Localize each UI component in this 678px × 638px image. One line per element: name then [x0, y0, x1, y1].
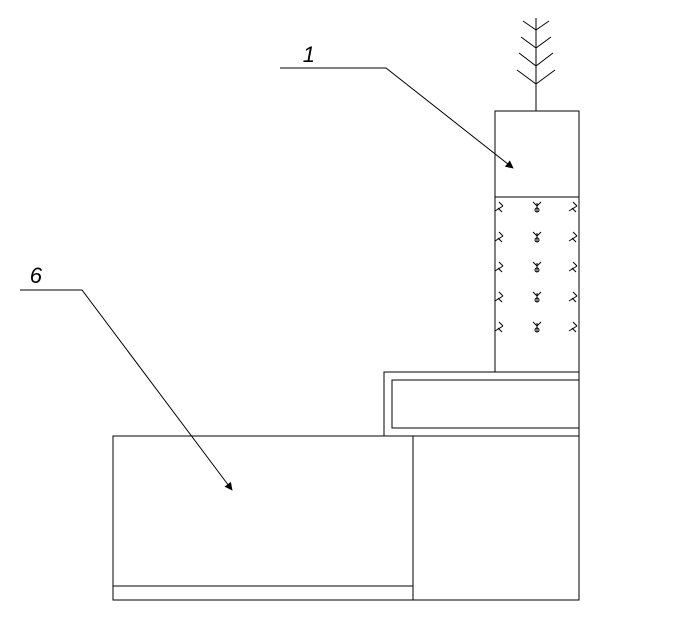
sprout-icon: [569, 292, 577, 302]
sprout-icon: [495, 262, 503, 272]
sprout-icon: [533, 202, 541, 212]
stalk-branch: [523, 21, 536, 30]
stalk-branch: [521, 37, 536, 48]
callout-label-6: 6: [30, 263, 43, 288]
sprout-icon: [533, 322, 541, 332]
sprout-icon: [533, 232, 541, 242]
sprout-icon: [569, 232, 577, 242]
stalk-branch: [536, 70, 555, 84]
sprout-icon: [533, 292, 541, 302]
sprout-icon: [569, 202, 577, 212]
technical-diagram: 16: [0, 0, 678, 638]
upper-box-outer: [384, 372, 579, 436]
sprout-icon: [495, 292, 503, 302]
sprout-icon: [495, 202, 503, 212]
stalk-branch: [517, 70, 536, 84]
sprout-icon: [569, 322, 577, 332]
upper-box-inner: [392, 380, 579, 428]
callout-leader-6: [20, 290, 232, 490]
sprout-icon: [495, 322, 503, 332]
callout-label-1: 1: [303, 42, 315, 67]
sprout-icon: [569, 262, 577, 272]
stalk-branch: [536, 37, 551, 48]
callout-leader-1: [280, 68, 513, 168]
side-panel: [413, 436, 579, 600]
main-box-outer: [113, 436, 413, 600]
sprout-icon: [533, 262, 541, 272]
stalk-branch: [536, 53, 553, 66]
stalk-branch: [519, 53, 536, 66]
sprout-icon: [495, 232, 503, 242]
main-box-inner: [113, 436, 413, 586]
stalk-branch: [536, 21, 549, 30]
